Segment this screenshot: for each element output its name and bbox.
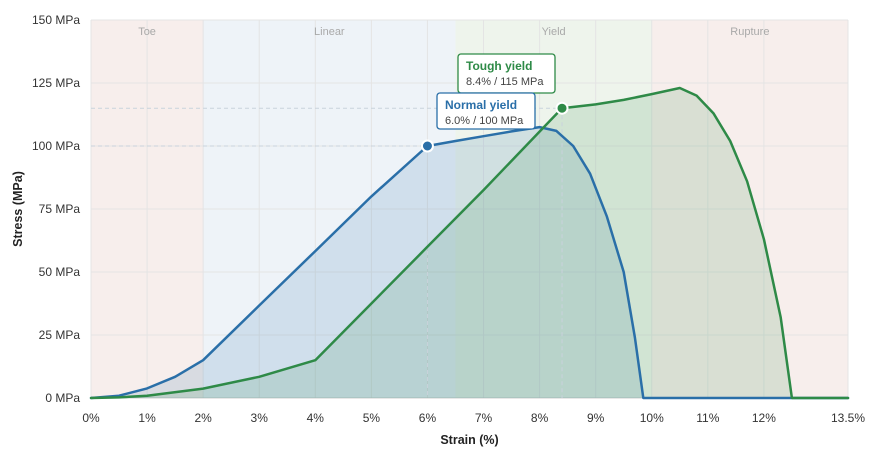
series-area: [91, 88, 848, 398]
y-tick-label: 0 MPa: [45, 391, 80, 405]
annotation-box: [436, 92, 536, 130]
x-tick-label: 8%: [531, 411, 549, 425]
y-tick-label: 100 MPa: [32, 139, 80, 153]
series-areas: [91, 88, 848, 398]
x-tick-label: 12%: [752, 411, 776, 425]
y-tick-label: 25 MPa: [39, 328, 81, 342]
yield-point: [555, 101, 569, 115]
region-label: Rupture: [730, 26, 769, 38]
y-tick-labels: 0 MPa 25 MPa 50 MPa 75 MPa 100 MPa 125 MPa 150…: [32, 13, 80, 405]
series-line: [89, 125, 850, 400]
series-lines: [89, 86, 850, 400]
annotations: Tough yield 8.4% / 115 MPa Normal yield 6.0…: [436, 53, 556, 130]
x-tick-label: 7%: [475, 411, 493, 425]
x-axis-title: Strain (%): [440, 433, 498, 447]
x-tick-label: 1%: [138, 411, 156, 425]
y-tick-label: 125 MPa: [32, 76, 80, 90]
x-tick-label: 9%: [587, 411, 605, 425]
region-label: Toe: [138, 26, 156, 38]
y-tick-label: 150 MPa: [32, 13, 80, 27]
x-tick-label: 6%: [419, 411, 437, 425]
annotation-value: 8.4% / 115 MPa: [466, 76, 544, 88]
x-tick-label: 5%: [363, 411, 381, 425]
region-label: Linear: [314, 26, 345, 38]
y-tick-label: 50 MPa: [39, 265, 81, 279]
y-tick-label: 75 MPa: [39, 202, 81, 216]
annotation-title: Tough yield: [466, 59, 532, 73]
annotation-value: 6.0% / 100 MPa: [445, 115, 524, 127]
x-tick-label: 2%: [194, 411, 212, 425]
x-tick-label: 4%: [307, 411, 325, 425]
y-axis-title: Stress (MPa): [11, 171, 25, 247]
annotation-callout: Normal yield 6.0% / 100 MPa: [436, 92, 536, 130]
yield-point: [420, 139, 434, 153]
series-area: [91, 127, 848, 398]
x-tick-label: 3%: [251, 411, 269, 425]
annotation-title: Normal yield: [445, 98, 517, 112]
annotation-callout: Tough yield 8.4% / 115 MPa: [457, 53, 556, 94]
x-tick-label: 0%: [82, 411, 100, 425]
x-tick-label: 10%: [640, 411, 664, 425]
x-tick-labels: 0% 1% 2% 3% 4% 5% 6% 7% 8% 9% 10% 11% 12% 13.5%: [82, 411, 865, 425]
region-label: Yield: [542, 26, 566, 38]
yield-points: [420, 101, 569, 153]
x-tick-label: 13.5%: [831, 411, 865, 425]
series-line: [89, 86, 850, 400]
x-tick-label: 11%: [696, 411, 719, 425]
region-labels: Toe Linear Yield Rupture: [138, 26, 769, 38]
